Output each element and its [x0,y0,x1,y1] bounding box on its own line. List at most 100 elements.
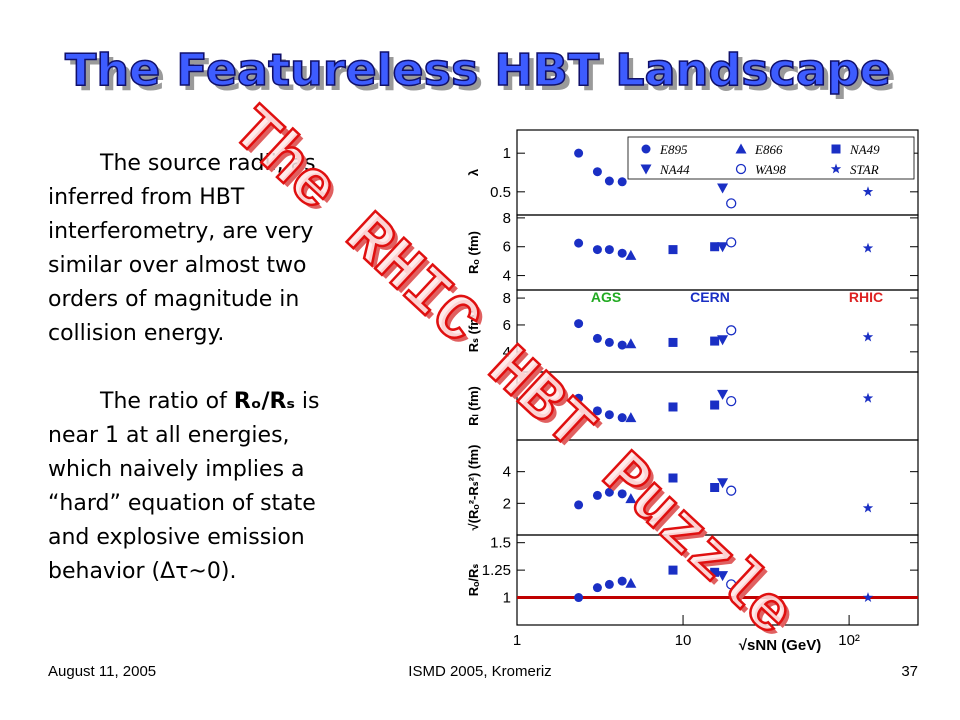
y-tick-label: 6 [503,239,511,256]
y-tick-label: 1 [503,145,511,162]
y-axis-label: λ [466,168,481,176]
y-axis-label: Rₗ (fm) [466,386,481,426]
y-tick-label: 1 [503,590,511,607]
data-point [717,335,729,346]
data-point [862,186,874,197]
y-tick-label: 8 [503,290,511,307]
data-point [862,502,874,513]
paragraph-line: similar over almost two [48,253,306,278]
paragraph-line: near 1 at all energies, [48,423,290,448]
data-point [617,413,627,423]
data-point [625,249,637,260]
legend-label: E866 [754,142,783,157]
paragraph-line: “hard” equation of state [48,491,316,516]
paragraph-line: The ratio of Rₒ/Rₛ is [99,389,319,414]
data-point [574,319,584,329]
data-point [604,487,614,497]
y-tick-label: 8 [503,210,511,227]
data-point [668,245,678,255]
title-shadow: The Featureless HBT Landscape [70,50,896,101]
data-point [668,565,678,575]
y-tick-label: 4 [503,464,511,481]
y-tick-label: 1.5 [490,535,511,552]
legend-label: NA44 [659,162,690,177]
paragraph-line: which naively implies a [48,457,305,482]
data-point [574,393,584,403]
text-run-bold: Rₒ/Rₛ [234,389,295,414]
annotation: CERN [690,289,730,305]
paragraph-line: interferometry, are very [48,219,313,244]
paragraph-line: behavior (Δτ~0). [48,559,236,584]
paragraph-line: collision energy. [48,321,224,346]
data-point [625,577,637,588]
data-point [592,583,602,593]
legend-marker [831,144,841,154]
data-point [668,337,678,347]
annotation: AGS [591,289,621,305]
data-point [710,400,720,410]
legend-label: STAR [850,162,879,177]
legend-marker [735,163,747,175]
data-point [726,395,737,407]
data-point [574,500,584,510]
data-point [862,242,874,253]
y-tick-label: 2 [503,495,511,512]
data-point [862,392,874,403]
data-point [574,148,584,158]
data-point [604,176,614,186]
data-point [617,576,627,586]
data-point [668,473,678,483]
data-point [617,177,627,187]
legend-label: NA49 [849,142,880,157]
panel-frame [516,214,919,291]
footer-event: ISMD 2005, Kromeriz [408,663,551,680]
data-point [625,493,637,504]
y-axis-label: Rₒ/Rₛ [466,564,481,597]
data-point [604,245,614,255]
y-tick-label: 4 [503,268,511,285]
data-point [710,567,720,577]
data-point [668,402,678,412]
data-point [604,579,614,589]
data-point [592,406,602,416]
legend-marker [641,144,651,154]
data-point [717,242,729,253]
annotation: RHIC [849,289,883,305]
y-axis-label: Rₛ (fm) [466,310,481,352]
y-tick-label: 6 [503,317,511,334]
data-point [710,242,720,252]
paragraph-line: inferred from HBT [48,185,245,210]
legend-label: E895 [659,142,688,157]
data-point [726,237,737,248]
data-point [617,340,627,350]
data-point [592,490,602,500]
text-run: The ratio of [99,389,234,414]
data-point [625,338,637,349]
paragraph-line: and explosive emission [48,525,305,550]
paragraph-line: The source radii, as [99,151,316,176]
data-point [604,337,614,347]
panel-frame [516,534,919,626]
legend-marker [640,164,652,175]
data-point [862,592,874,602]
paragraph-line: orders of magnitude in [48,287,299,312]
legend-label: WA98 [755,162,786,177]
data-point [710,483,720,492]
legend-marker [735,143,747,154]
data-point [717,183,729,194]
data-point [717,389,729,400]
data-point [617,248,627,258]
x-tick-label: 10 [675,632,692,649]
footer-date: August 11, 2005 [48,663,156,680]
legend-marker [830,163,842,174]
slide-title: The Featureless HBT Landscape [65,45,891,96]
data-point [710,336,720,346]
x-tick-label: 1 [513,632,521,649]
data-point [574,238,584,248]
x-axis-label: √sNN (GeV) [739,637,821,654]
data-point [617,489,627,499]
data-point [625,412,637,423]
data-point [726,325,737,336]
